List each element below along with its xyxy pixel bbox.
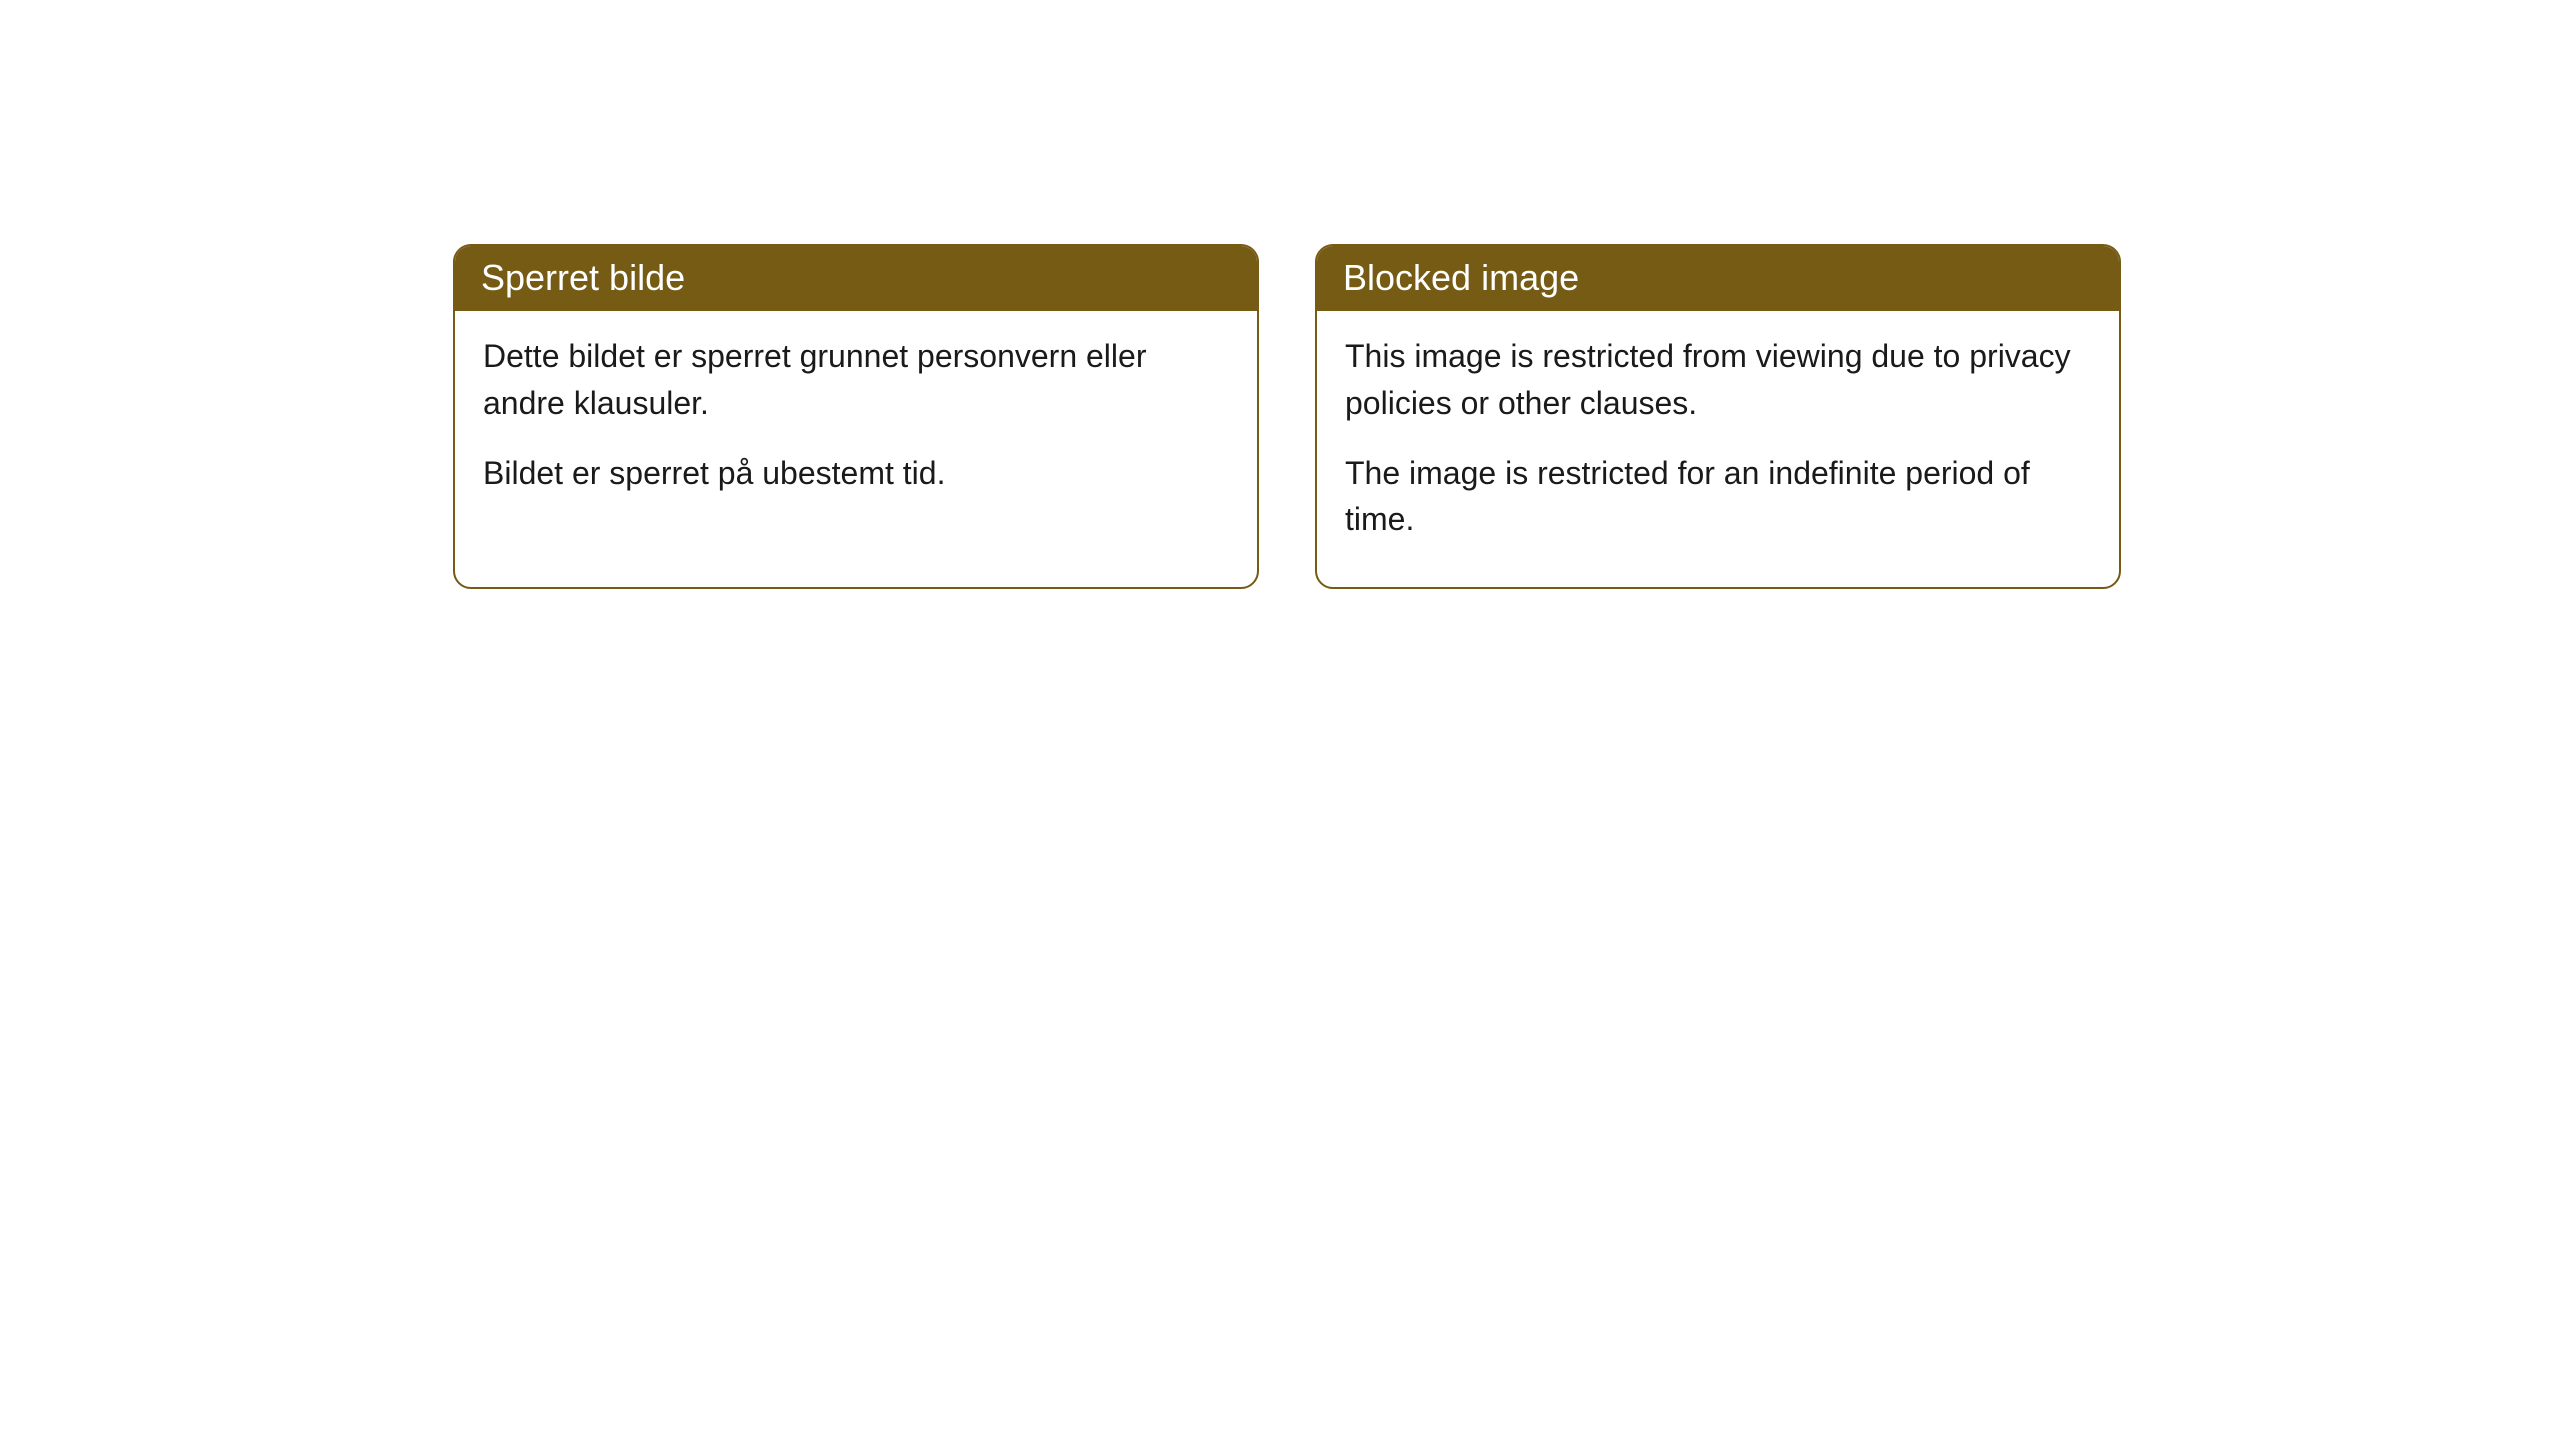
card-paragraph-2: Bildet er sperret på ubestemt tid. bbox=[483, 450, 1229, 496]
card-body-english: This image is restricted from viewing du… bbox=[1317, 311, 2119, 587]
card-paragraph-1: This image is restricted from viewing du… bbox=[1345, 333, 2091, 426]
cards-container: Sperret bilde Dette bildet er sperret gr… bbox=[453, 244, 2121, 589]
card-english: Blocked image This image is restricted f… bbox=[1315, 244, 2121, 589]
card-paragraph-1: Dette bildet er sperret grunnet personve… bbox=[483, 333, 1229, 426]
card-header-norwegian: Sperret bilde bbox=[455, 246, 1257, 311]
card-header-english: Blocked image bbox=[1317, 246, 2119, 311]
card-paragraph-2: The image is restricted for an indefinit… bbox=[1345, 450, 2091, 543]
card-norwegian: Sperret bilde Dette bildet er sperret gr… bbox=[453, 244, 1259, 589]
card-body-norwegian: Dette bildet er sperret grunnet personve… bbox=[455, 311, 1257, 540]
